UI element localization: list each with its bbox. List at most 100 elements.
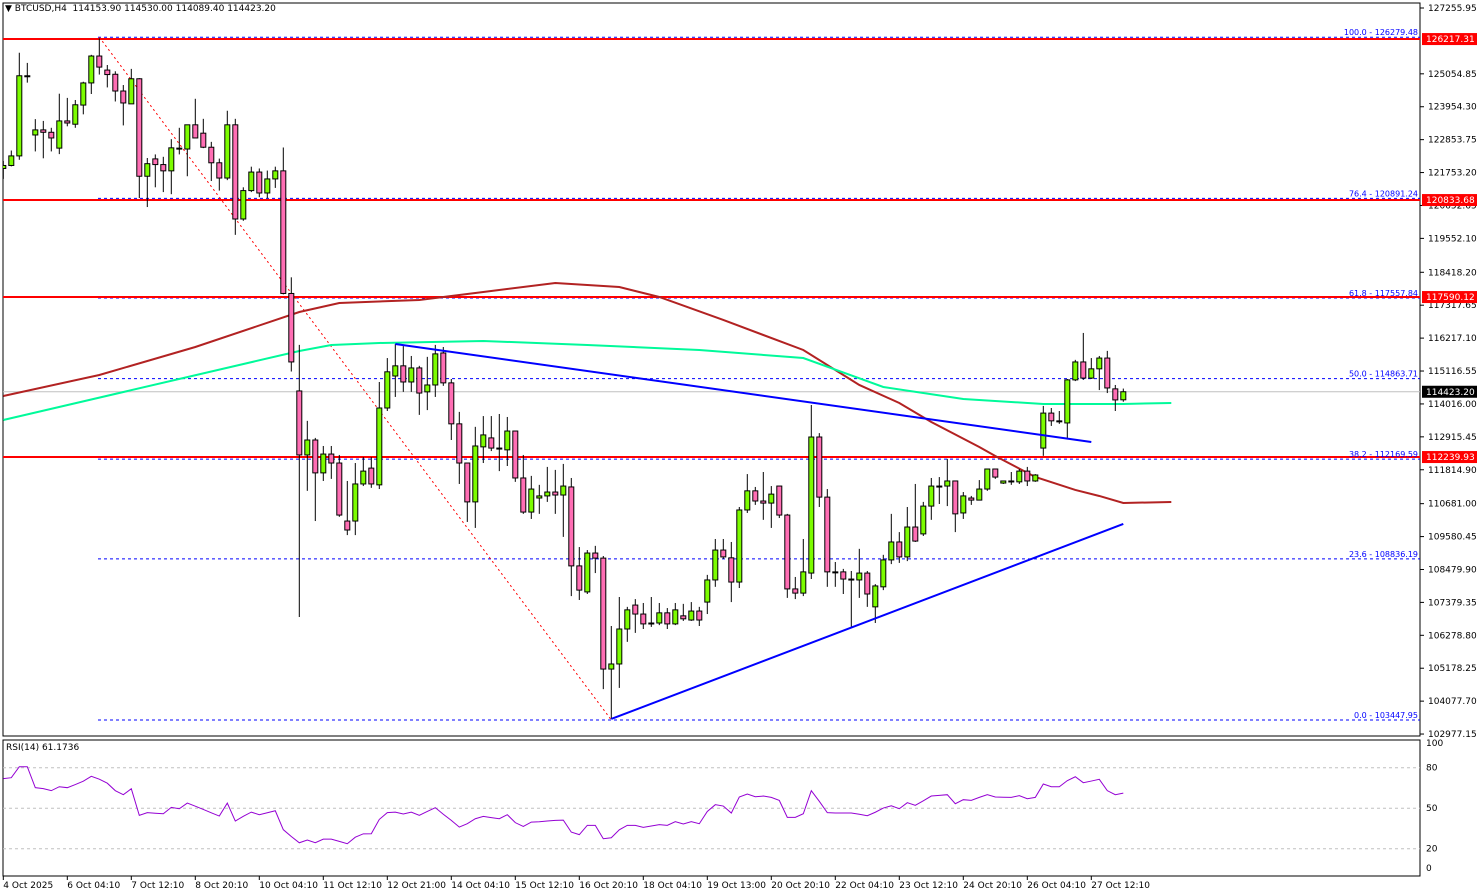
price-tick-label: 104077.70 (1428, 697, 1477, 707)
candle (536, 484, 543, 514)
candle-body (712, 549, 719, 581)
time-tick-label: 12 Oct 21:00 (387, 881, 446, 891)
price-tick-label: 127255.95 (1428, 4, 1477, 14)
candle (1040, 405, 1047, 456)
candle (664, 608, 671, 629)
candle (680, 603, 687, 621)
candle (120, 85, 127, 126)
candle-body (1104, 357, 1111, 389)
price-tick-label: 105178.25 (1428, 664, 1477, 674)
candle-body (8, 155, 15, 166)
candle-body (880, 559, 887, 588)
candle-body (736, 509, 743, 583)
candle-body (16, 75, 23, 157)
candle-body (1080, 361, 1087, 379)
candle-body (544, 491, 551, 497)
time-tick-label: 16 Oct 20:10 (579, 881, 638, 891)
candle-body (208, 146, 215, 164)
candle (208, 141, 215, 182)
candle-body (1040, 412, 1047, 449)
candle-body (520, 477, 527, 513)
time-tick-label: 24 Oct 20:10 (963, 881, 1022, 891)
candle (944, 458, 951, 507)
candle (800, 538, 807, 597)
candle (232, 118, 239, 235)
candle (112, 71, 119, 102)
candle (48, 127, 55, 152)
time-tick-label: 7 Oct 12:10 (131, 881, 184, 891)
price-tick-label: 123954.30 (1428, 103, 1477, 113)
candle-body (320, 453, 327, 474)
candle-body (200, 132, 207, 148)
candle (728, 541, 735, 603)
candle (296, 344, 303, 618)
candle (72, 99, 79, 128)
level-price-tag-label: 120833.68 (1426, 196, 1475, 206)
candle (512, 430, 519, 482)
candle (600, 556, 607, 690)
candle (360, 457, 367, 487)
candle-body (416, 367, 423, 394)
candle-body (104, 69, 111, 76)
candle (992, 468, 999, 479)
candle-body (384, 371, 391, 409)
candle-body (672, 609, 679, 625)
candle-body (1072, 361, 1079, 381)
candle (880, 554, 887, 591)
candle-body (920, 505, 927, 535)
price-tick-label: 122853.75 (1428, 136, 1477, 146)
candle (744, 474, 751, 513)
candle-body (968, 497, 975, 501)
close-value: 114423.20 (227, 4, 276, 14)
candle-body (960, 495, 967, 514)
candle (984, 468, 991, 491)
candle (632, 599, 639, 633)
level-price-tag (1422, 194, 1477, 207)
candle (784, 513, 791, 598)
current-price-tag-label: 114423.20 (1426, 388, 1475, 398)
level-price-tag-label: 112239.93 (1426, 453, 1475, 463)
fib-level-label: 23.6 - 108836.19 (1349, 550, 1418, 559)
main-panel-frame (2, 2, 1421, 737)
candle (344, 480, 351, 536)
main-plot (3, 36, 1420, 721)
high-value: 114530.00 (124, 4, 173, 14)
low-value: 114089.40 (175, 4, 225, 14)
candle (920, 501, 927, 536)
candle (240, 187, 247, 221)
candle-body (600, 557, 607, 670)
candle (952, 480, 959, 533)
level-price-tag-label: 117590.12 (1426, 293, 1475, 303)
candle-body (224, 124, 231, 179)
candle-body (280, 170, 287, 294)
candle-body (888, 541, 895, 561)
candle-body (408, 367, 415, 383)
time-tick-label: 20 Oct 20:10 (771, 881, 830, 891)
candle-body (440, 352, 447, 384)
rsi-axis-label: 50 (1426, 804, 1438, 814)
candle-body (328, 453, 335, 464)
candle (1064, 378, 1071, 440)
candle (64, 97, 71, 127)
candle-body (904, 526, 911, 558)
candle-body (40, 129, 47, 133)
current-price-tag (1422, 385, 1477, 398)
candle-body (336, 462, 343, 516)
candle (1112, 384, 1119, 411)
candle (648, 596, 655, 627)
candle (1008, 471, 1015, 485)
candle (96, 38, 103, 75)
candle (144, 157, 151, 208)
fib-level-label: 100.0 - 126279.48 (1344, 28, 1418, 37)
candle-body (768, 493, 775, 504)
candle-body (656, 612, 663, 624)
candle (576, 547, 583, 600)
time-tick-label: 4 Oct 2025 (3, 881, 53, 891)
candle-body (648, 622, 655, 625)
candle-body (984, 468, 991, 490)
candle-body (1064, 379, 1071, 424)
price-tick-label: 118418.20 (1428, 268, 1477, 278)
candle-body (136, 78, 143, 177)
collapse-arrow-icon[interactable]: ▼ (5, 4, 12, 14)
